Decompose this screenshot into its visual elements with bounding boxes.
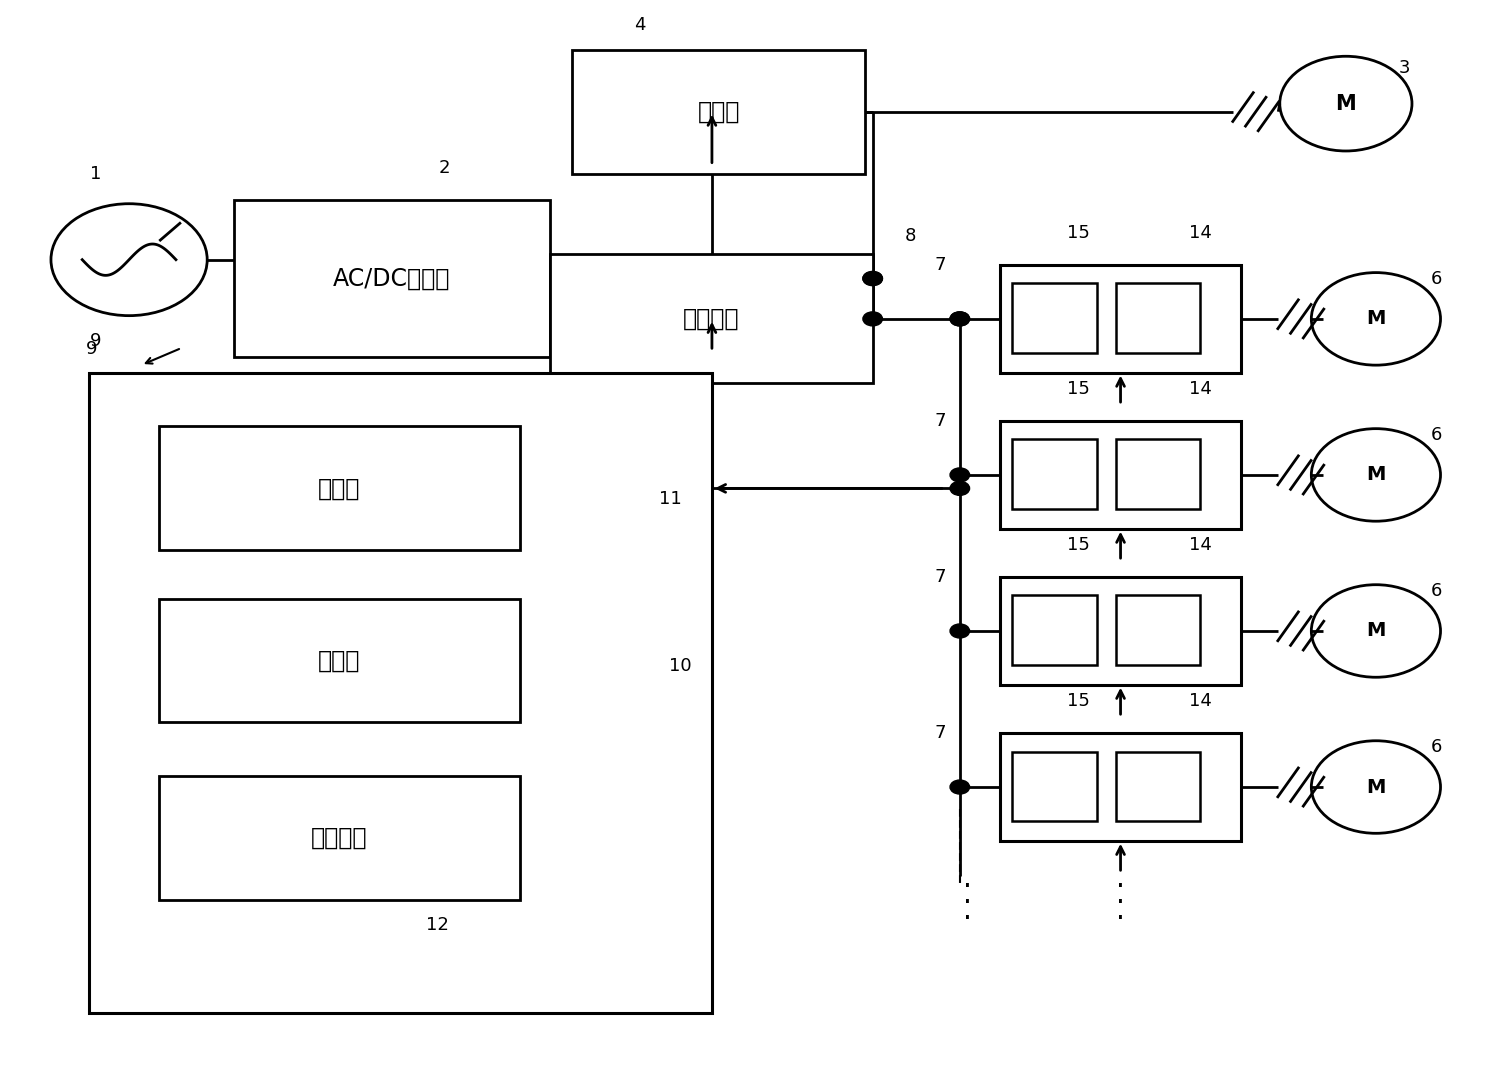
- Text: M: M: [1335, 94, 1356, 113]
- Bar: [1013, 751, 1097, 821]
- Text: 9: 9: [90, 332, 102, 351]
- Text: 10: 10: [670, 657, 692, 675]
- Text: 6: 6: [1430, 738, 1442, 756]
- Text: ·: ·: [1117, 873, 1124, 901]
- Circle shape: [950, 312, 969, 326]
- Text: M: M: [1367, 622, 1386, 641]
- Bar: [160, 776, 519, 900]
- Text: 6: 6: [1430, 426, 1442, 445]
- Bar: [1001, 734, 1240, 841]
- Text: 14: 14: [1189, 536, 1212, 554]
- Text: ·: ·: [1117, 889, 1124, 917]
- Circle shape: [862, 312, 882, 326]
- Bar: [1115, 596, 1199, 666]
- Text: 6: 6: [1430, 270, 1442, 288]
- Bar: [1001, 265, 1240, 372]
- Text: ＣＰＵ: ＣＰＵ: [318, 648, 361, 672]
- Circle shape: [862, 272, 882, 286]
- Text: 15: 15: [1067, 536, 1090, 554]
- Text: AC/DC转换器: AC/DC转换器: [333, 267, 450, 290]
- Text: ·: ·: [1117, 905, 1124, 933]
- Bar: [1013, 284, 1097, 353]
- Bar: [160, 599, 519, 723]
- Circle shape: [950, 312, 969, 326]
- Text: 8: 8: [905, 227, 917, 245]
- Bar: [1013, 439, 1097, 509]
- Text: ·: ·: [963, 905, 972, 933]
- Text: M: M: [1367, 778, 1386, 796]
- Text: 15: 15: [1067, 223, 1090, 242]
- Text: 3: 3: [1398, 59, 1410, 77]
- Bar: [572, 50, 865, 174]
- Bar: [235, 201, 549, 356]
- Text: 7: 7: [935, 256, 947, 274]
- Text: 15: 15: [1067, 380, 1090, 398]
- Text: 9: 9: [86, 340, 98, 358]
- Text: M: M: [1367, 310, 1386, 328]
- Text: 7: 7: [935, 724, 947, 742]
- Text: 14: 14: [1189, 380, 1212, 398]
- Bar: [549, 255, 873, 383]
- Text: 12: 12: [426, 916, 448, 933]
- Text: 14: 14: [1189, 692, 1212, 710]
- Text: 7: 7: [935, 412, 947, 431]
- Bar: [160, 426, 519, 550]
- Text: 输入设备: 输入设备: [312, 827, 367, 850]
- Circle shape: [950, 481, 969, 495]
- Circle shape: [862, 272, 882, 286]
- Circle shape: [950, 468, 969, 482]
- Text: 2: 2: [439, 160, 450, 177]
- Text: 逆变器: 逆变器: [697, 99, 740, 124]
- Bar: [1115, 751, 1199, 821]
- Circle shape: [950, 624, 969, 638]
- Bar: [1001, 577, 1240, 685]
- Text: 15: 15: [1067, 692, 1090, 710]
- Circle shape: [950, 780, 969, 794]
- Text: 4: 4: [634, 16, 646, 35]
- Text: 11: 11: [659, 490, 682, 507]
- Bar: [1001, 421, 1240, 529]
- Text: 14: 14: [1189, 223, 1212, 242]
- Bar: [1115, 439, 1199, 509]
- Bar: [1013, 596, 1097, 666]
- Bar: [89, 372, 712, 1013]
- Text: 1: 1: [90, 165, 102, 182]
- Text: 斩波电路: 斩波电路: [683, 306, 739, 331]
- Text: 存储器: 存储器: [318, 477, 361, 501]
- Text: ·: ·: [963, 889, 972, 917]
- Text: 6: 6: [1430, 583, 1442, 600]
- Bar: [1115, 284, 1199, 353]
- Text: 7: 7: [935, 569, 947, 586]
- Text: ·: ·: [963, 873, 972, 901]
- Text: M: M: [1367, 465, 1386, 484]
